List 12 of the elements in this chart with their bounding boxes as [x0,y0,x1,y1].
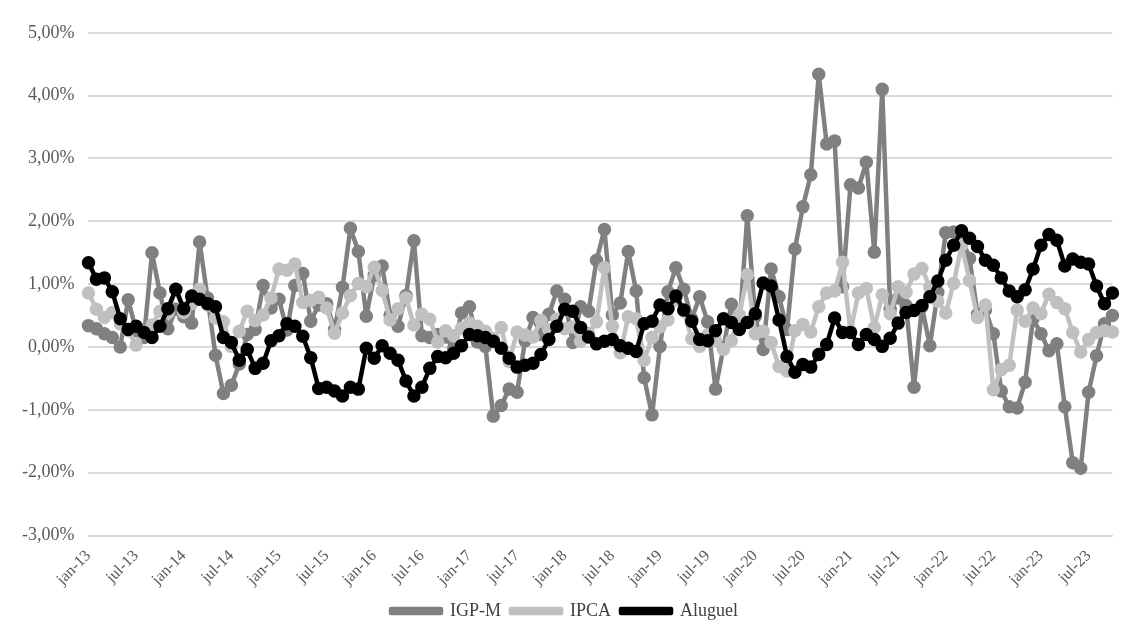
y-tick-label: 2,00% [27,210,75,231]
y-tick-label: 0,00% [27,335,75,356]
y-tick-label: -1,00% [21,398,75,419]
y-tick-label: 1,00% [27,272,75,293]
y-tick-label: -2,00% [21,461,75,482]
legend-label: IPCA [570,599,612,620]
y-tick-label: -3,00% [21,524,75,545]
y-tick-label: 3,00% [27,147,75,168]
y-tick-label: 4,00% [27,84,75,105]
legend-label: Aluguel [680,599,739,620]
y-tick-label: 5,00% [27,21,75,42]
legend-label: IGP-M [450,599,502,620]
